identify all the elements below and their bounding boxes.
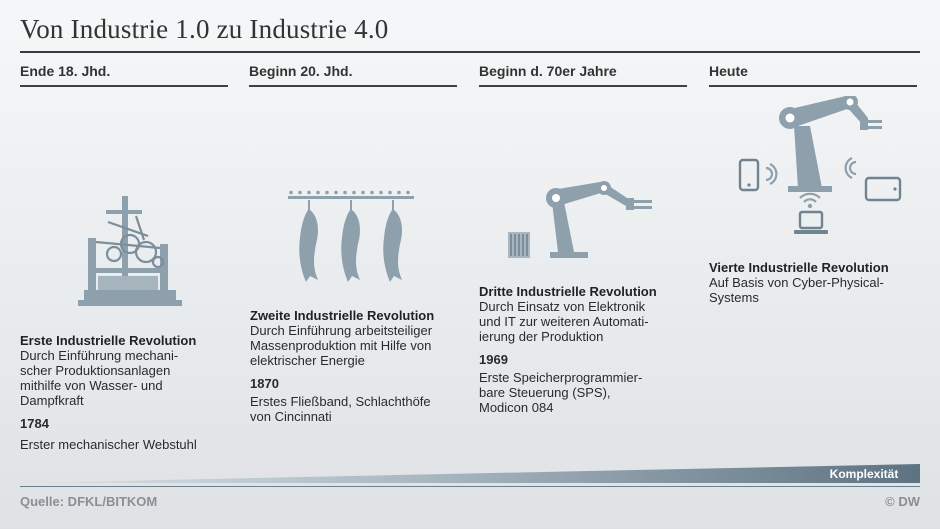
milestone-text: Erster mechanischer Webstuhl bbox=[20, 437, 197, 452]
column-3: Beginn d. 70er Jahre bbox=[479, 63, 687, 87]
revolution-heading-3: Dritte Industrielle Revolution bbox=[479, 284, 657, 299]
description-line: Durch Einführung arbeitsteiliger bbox=[250, 323, 433, 338]
copyright-text: © DW bbox=[885, 494, 920, 509]
description-line: und IT zur weiteren Automati- bbox=[479, 314, 649, 329]
column-2: Beginn 20. Jhd. bbox=[249, 63, 457, 87]
text-block-3: Dritte Industrielle Revolution Durch Ein… bbox=[479, 284, 699, 415]
era-label-1: Ende 18. Jhd. bbox=[20, 63, 228, 87]
description-line: ierung der Produktion bbox=[479, 329, 604, 344]
milestone-text: Modicon 084 bbox=[479, 400, 554, 415]
assembly-line-icon bbox=[288, 190, 414, 282]
milestone-text: Erstes Fließband, Schlachthöfe bbox=[250, 394, 431, 409]
milestone-text: bare Steuerung (SPS), bbox=[479, 385, 611, 400]
mechanical-loom-icon bbox=[78, 196, 182, 306]
page-title: Von Industrie 1.0 zu Industrie 4.0 bbox=[20, 14, 389, 44]
column-1: Ende 18. Jhd. bbox=[20, 63, 228, 87]
era-label-3: Beginn d. 70er Jahre bbox=[479, 63, 687, 87]
complexity-label: Komplexität bbox=[829, 467, 899, 481]
footer-divider bbox=[20, 486, 920, 487]
source-text: Quelle: DFKL/BITKOM bbox=[20, 494, 158, 509]
milestone-year-3: 1969 bbox=[479, 352, 508, 367]
era-label-4: Heute bbox=[709, 63, 917, 87]
connected-robot-icon bbox=[738, 96, 902, 234]
description-line: Auf Basis von Cyber-Physical- bbox=[709, 275, 884, 290]
description-line: Dampfkraft bbox=[20, 393, 84, 408]
description-line: elektrischer Energie bbox=[250, 353, 365, 368]
description-line: Durch Einführung mechani- bbox=[20, 348, 179, 363]
industrial-robot-icon bbox=[508, 181, 652, 258]
era-label-2: Beginn 20. Jhd. bbox=[249, 63, 457, 87]
column-4: Heute bbox=[709, 63, 917, 87]
title-divider bbox=[20, 51, 920, 53]
description-line: mithilfe von Wasser- und bbox=[20, 378, 163, 393]
text-block-1: Erste Industrielle Revolution Durch Einf… bbox=[20, 333, 240, 452]
milestone-text: Erste Speicherprogrammier- bbox=[479, 370, 643, 385]
description-line: Durch Einsatz von Elektronik bbox=[479, 299, 646, 314]
description-line: Massenproduktion mit Hilfe von bbox=[250, 338, 432, 353]
milestone-year-2: 1870 bbox=[250, 376, 279, 391]
revolution-heading-4: Vierte Industrielle Revolution bbox=[709, 260, 889, 275]
text-block-2: Zweite Industrielle Revolution Durch Ein… bbox=[250, 308, 470, 424]
milestone-text: von Cincinnati bbox=[250, 409, 332, 424]
description-line: Systems bbox=[709, 290, 759, 305]
complexity-wedge bbox=[20, 464, 920, 483]
revolution-heading-1: Erste Industrielle Revolution bbox=[20, 333, 197, 348]
revolution-heading-2: Zweite Industrielle Revolution bbox=[250, 308, 435, 323]
description-line: scher Produktionsanlagen bbox=[20, 363, 171, 378]
text-block-4: Vierte Industrielle Revolution Auf Basis… bbox=[709, 260, 929, 305]
milestone-year-1: 1784 bbox=[20, 416, 49, 431]
